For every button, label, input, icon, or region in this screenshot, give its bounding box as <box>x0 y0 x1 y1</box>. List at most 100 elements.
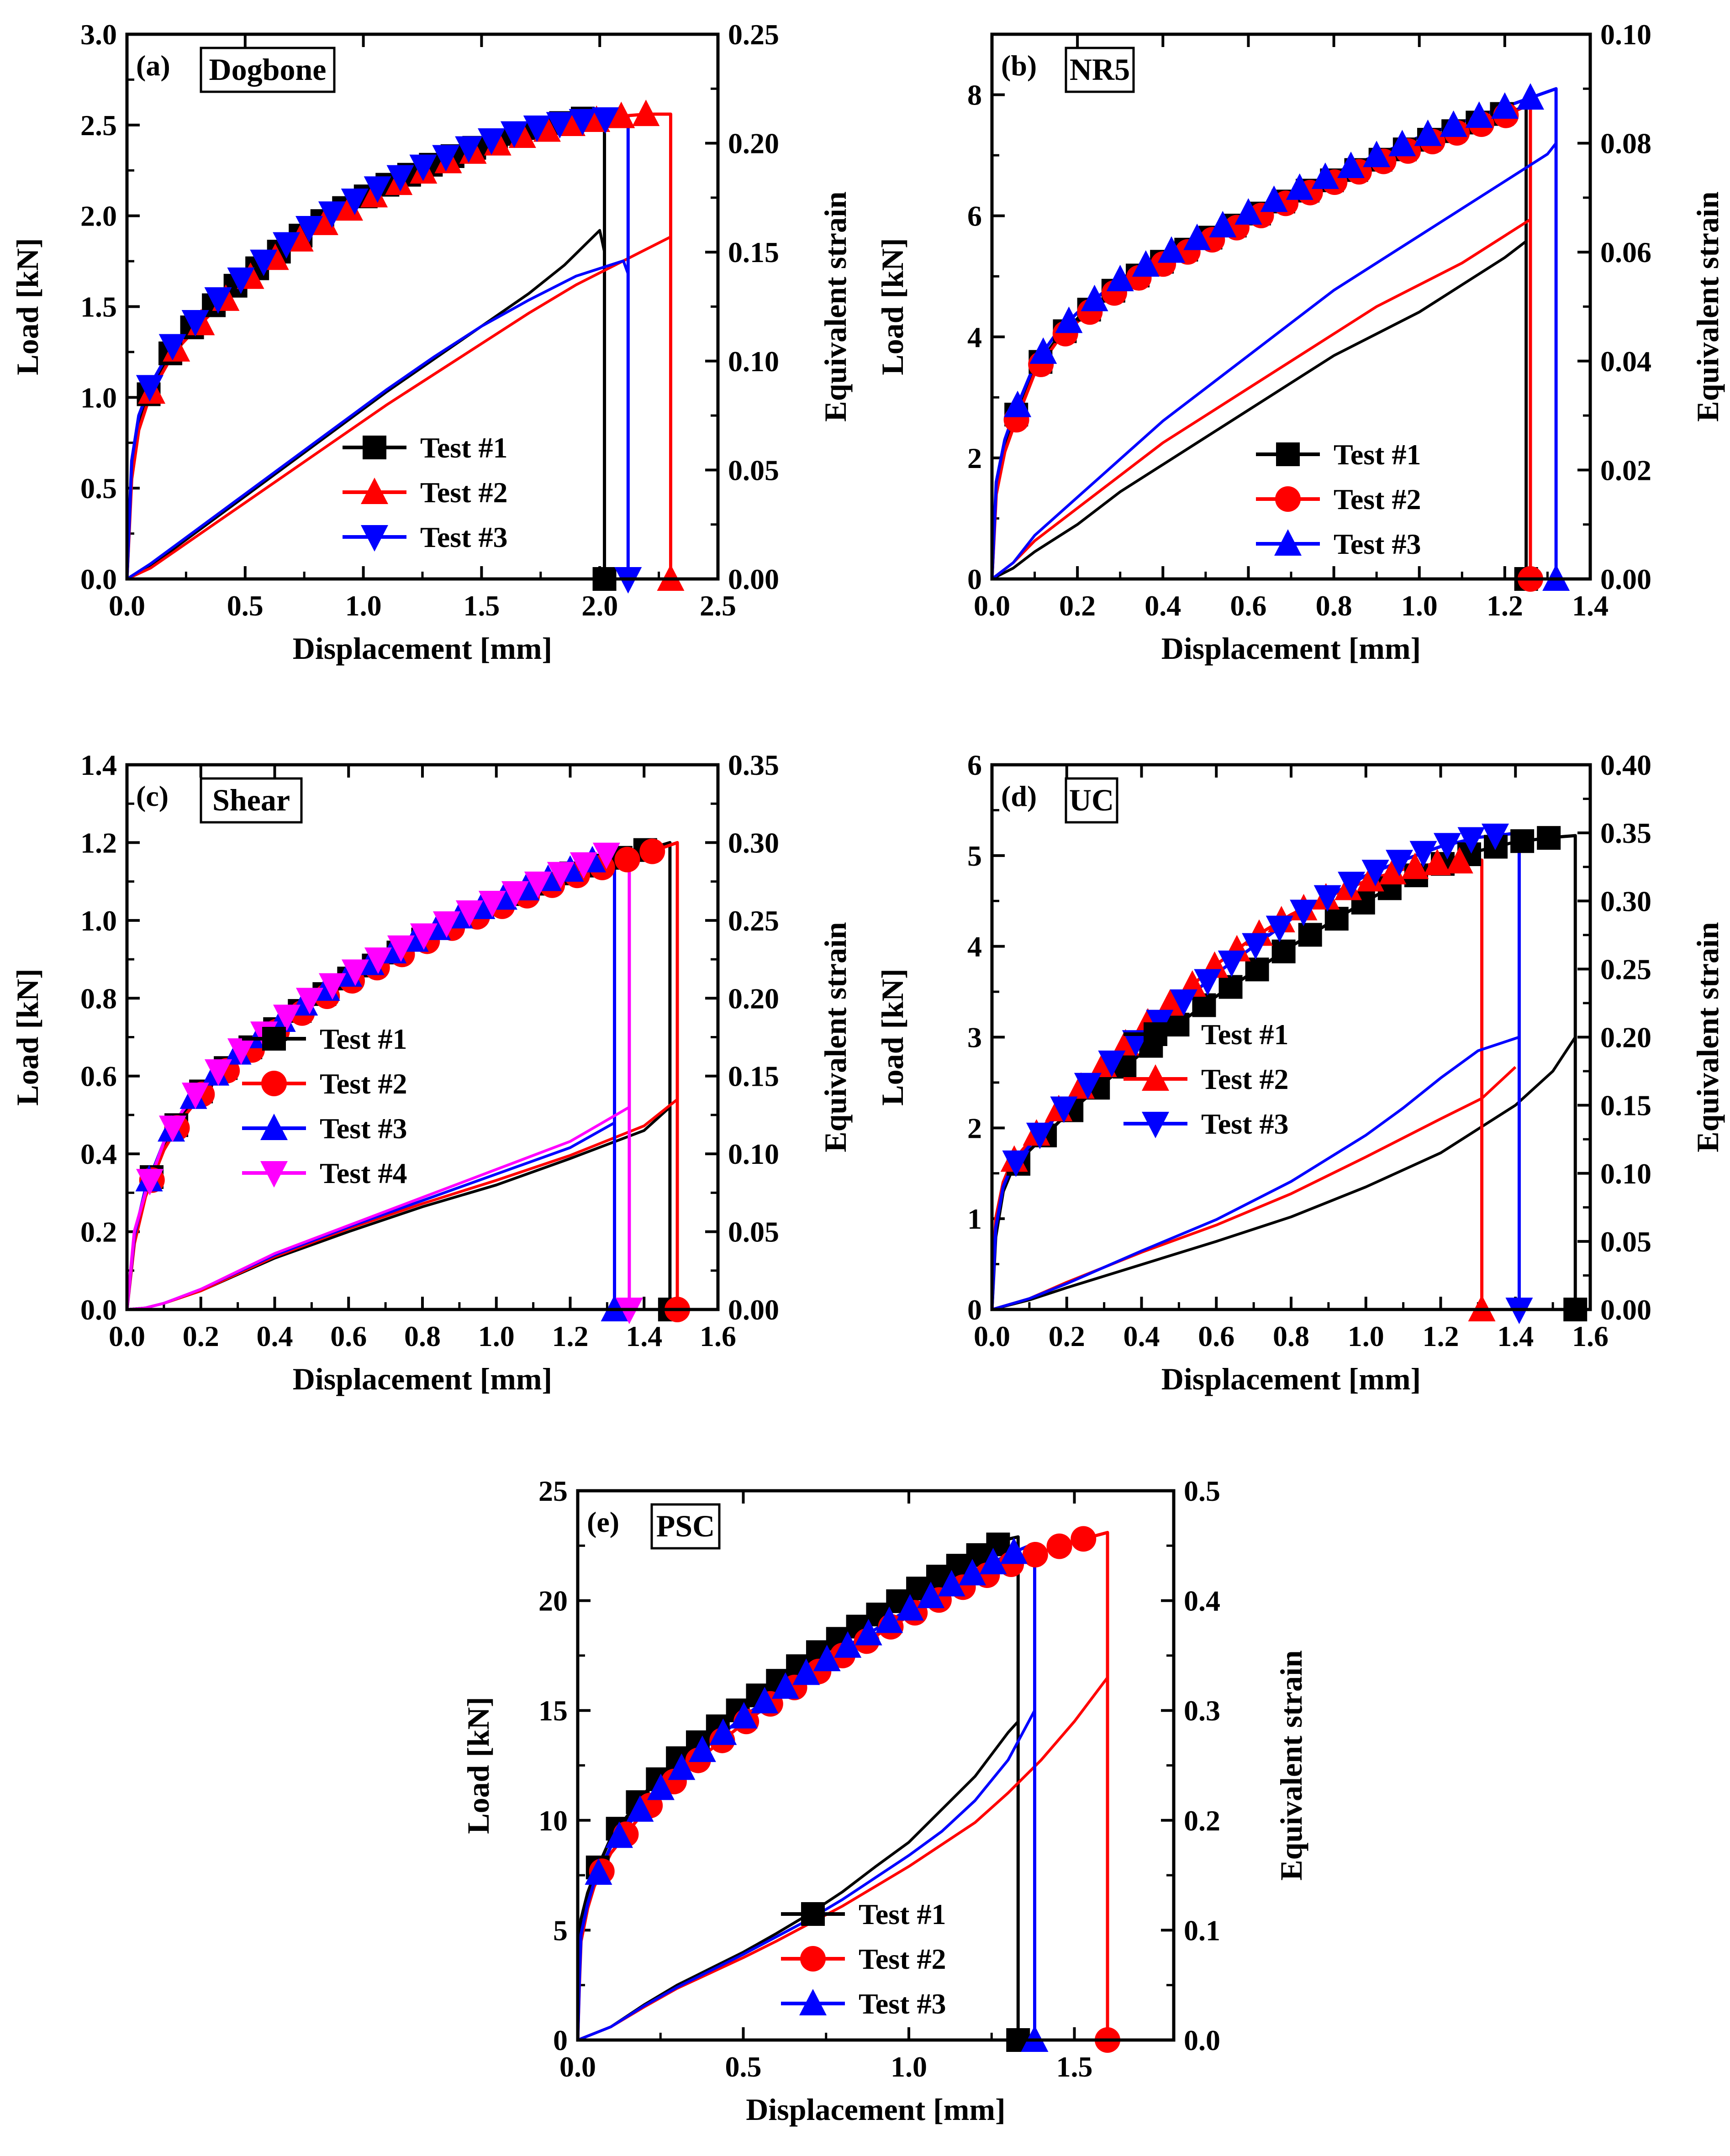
panel-label: (b) <box>1001 49 1037 82</box>
data-point <box>1379 857 1407 884</box>
strain-curve-2 <box>992 1036 1520 1311</box>
data-point <box>1170 989 1197 1016</box>
y2-tick-label: 0.00 <box>1600 563 1651 595</box>
strain-curve-1 <box>577 1677 1109 2041</box>
y2-tick-label: 0.2 <box>1184 1804 1220 1837</box>
title-box <box>1065 47 1135 93</box>
y-tick-label: 0.2 <box>80 1216 117 1248</box>
panel-label: (c) <box>136 780 169 812</box>
data-point <box>569 109 596 136</box>
y2-tick-label: 0.25 <box>728 18 779 51</box>
y-axis-label: Load [kN] <box>875 968 910 1105</box>
y2-tick-label: 0.3 <box>1184 1694 1220 1727</box>
data-point <box>1122 1030 1150 1057</box>
chart-panel-1: 0.0 0.2 0.4 0.6 0.8 1.0 1.2 1.4 0 2 4 6 8 0.00 0.02 0.0… <box>875 18 1725 666</box>
data-point <box>227 1038 255 1065</box>
strain-curve-1 <box>126 236 671 580</box>
data-point <box>1156 989 1184 1016</box>
x-tick-label: 0.2 <box>183 1320 219 1352</box>
legend-label: Test #4 <box>320 1157 407 1189</box>
data-point <box>1298 923 1322 947</box>
data-point <box>318 973 346 1000</box>
data-point <box>204 1059 232 1086</box>
data-point <box>336 194 364 221</box>
y-tick-label: 1.4 <box>80 749 117 781</box>
data-point <box>1029 337 1057 364</box>
data-point <box>647 1773 675 1800</box>
data-point <box>986 1532 1010 1557</box>
x-tick-label: 0.2 <box>1059 589 1096 622</box>
strain-curve-0 <box>991 240 1527 580</box>
legend-marker <box>1274 529 1302 556</box>
plot-frame <box>125 763 720 1311</box>
chart-title: Shear <box>212 783 290 817</box>
data-point <box>311 208 338 235</box>
y-tick-label: 6 <box>967 749 982 781</box>
data-point <box>1313 885 1341 912</box>
data-point <box>547 862 575 889</box>
data-point <box>1311 162 1339 189</box>
y-tick-label: 1.0 <box>80 904 117 937</box>
x-tick-label: 0.8 <box>1316 589 1352 622</box>
data-point <box>1386 850 1414 877</box>
data-point <box>605 1821 633 1848</box>
x-axis-label: Displacement [mm] <box>293 631 552 666</box>
chart-panel-2: 0.0 0.2 0.4 0.6 0.8 1.0 1.2 1.4 1.6 0.0 0.2 0.4 0.6 0… <box>10 749 853 1396</box>
y-tick-label: 0.6 <box>80 1060 117 1093</box>
data-point <box>1401 852 1429 879</box>
data-point <box>1338 872 1366 899</box>
data-point <box>1414 119 1442 146</box>
data-point <box>1337 151 1365 178</box>
y-tick-label: 2.5 <box>80 109 117 142</box>
legend-label: Test #3 <box>420 521 507 553</box>
strain-curve-0 <box>992 1036 1577 1311</box>
data-point <box>318 201 346 228</box>
y-tick-label: 0 <box>553 2024 568 2056</box>
title-box <box>200 47 336 93</box>
data-point <box>1071 1526 1097 1552</box>
legend-label: Test #2 <box>859 1943 946 1975</box>
data-point <box>614 847 640 873</box>
data-point <box>524 871 552 898</box>
data-point <box>181 310 209 337</box>
x-tick-label: 1.0 <box>891 2051 927 2083</box>
data-point <box>1055 306 1083 333</box>
data-point <box>455 136 483 163</box>
x-tick-label: 0.8 <box>404 1320 441 1352</box>
data-point <box>1106 264 1134 291</box>
x-tick-label: 1.2 <box>1487 589 1523 622</box>
data-point <box>432 145 460 172</box>
data-point <box>478 890 506 917</box>
x-tick-label: 0.5 <box>725 2051 762 2083</box>
legend-label: Test #3 <box>1201 1108 1288 1140</box>
data-point <box>1491 92 1519 119</box>
y2-tick-label: 0.15 <box>728 236 779 268</box>
x-tick-label: 0.0 <box>974 589 1010 622</box>
data-point <box>1510 829 1535 853</box>
y-tick-label: 0.0 <box>80 563 117 595</box>
load-curve-0 <box>576 1535 1020 2040</box>
y2-tick-label: 0.00 <box>728 1294 779 1326</box>
x-axis-label: Displacement [mm] <box>293 1362 552 1396</box>
x-tick-label: 1.4 <box>1572 589 1609 622</box>
y-tick-label: 2 <box>967 442 982 474</box>
legend-label: Test #1 <box>320 1023 407 1055</box>
strain-curve-3 <box>127 1106 630 1311</box>
data-point <box>1440 110 1467 137</box>
y-tick-label: 4 <box>967 931 982 963</box>
data-point <box>1324 907 1349 931</box>
legend-label: Test #1 <box>420 431 507 464</box>
data-point <box>1022 1541 1048 1567</box>
y-tick-label: 10 <box>538 1804 568 1837</box>
data-point <box>1242 933 1270 960</box>
y-tick-label: 15 <box>538 1694 568 1727</box>
y-tick-label: 25 <box>538 1475 568 1507</box>
x-tick-label: 0.0 <box>974 1320 1010 1352</box>
x-tick-label: 0.6 <box>1198 1320 1234 1352</box>
data-point <box>592 842 620 869</box>
title-box <box>1065 777 1118 824</box>
x-tick-label: 1.2 <box>1423 1320 1459 1352</box>
data-point <box>1286 173 1313 200</box>
data-point <box>1245 957 1269 982</box>
strain-curve-0 <box>577 1720 1019 2041</box>
